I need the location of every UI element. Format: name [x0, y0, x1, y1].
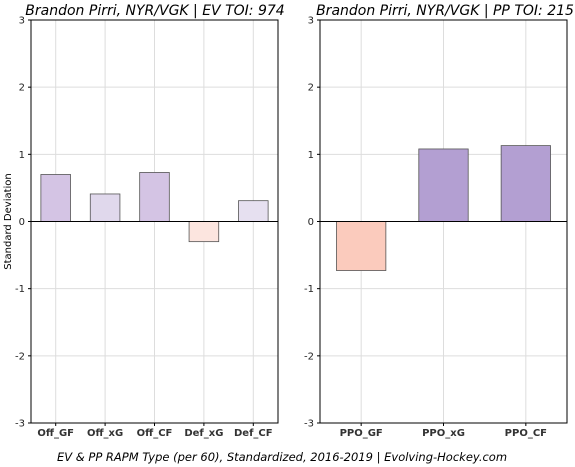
panel-title: Brandon Pirri, NYR/VGK | PP TOI: 215 [316, 3, 574, 19]
pp-panel: -3 -2 -1 0 1 2 3 PPO_GF PPO_xG PPO_CF Brandon Pirr… [304, 3, 574, 439]
y-tick-label: -1 [304, 284, 314, 295]
category-label: PPO_CF [505, 428, 547, 439]
ev-panel: -3 -2 -1 0 1 2 3 Off_GF Off_xG Off_CF Def_xG Def_CF… [3, 3, 285, 439]
category-label: Off_xG [87, 428, 123, 439]
bar-def-xg [188, 221, 220, 243]
bar-off-gf [40, 174, 71, 222]
y-tick-label: -1 [15, 284, 25, 295]
y-axis-label: Standard Deviation [3, 173, 14, 270]
panel-title: Brandon Pirri, NYR/VGK | EV TOI: 974 [25, 3, 284, 19]
bar-def-cf [238, 200, 269, 222]
category-label: Off_GF [37, 428, 74, 439]
category-label: Def_CF [234, 428, 273, 439]
y-tick-label: -3 [15, 419, 25, 430]
y-tick-label: 3 [308, 16, 314, 27]
category-label: PPO_xG [422, 428, 465, 439]
category-label: PPO_GF [340, 428, 383, 439]
y-tick-label: -3 [304, 419, 314, 430]
y-tick-label: -2 [304, 351, 314, 362]
bar-ppo-gf [336, 221, 387, 271]
chart-footer: EV & PP RAPM Type (per 60), Standardized… [57, 450, 507, 464]
y-tick-label: 1 [19, 150, 25, 161]
bar-ppo-cf [500, 145, 551, 222]
y-tick-label: 2 [19, 83, 25, 94]
bar-ppo-xg [418, 148, 469, 222]
y-tick-label: 1 [308, 150, 314, 161]
y-tick-label: 0 [19, 217, 25, 228]
bar-off-cf [139, 172, 170, 222]
y-tick-label: 3 [19, 16, 25, 27]
y-tick-label: 0 [308, 217, 314, 228]
bar-off-xg [89, 193, 121, 222]
y-tick-label: 2 [308, 83, 314, 94]
category-label: Off_CF [137, 428, 173, 439]
category-label: Def_xG [184, 428, 223, 439]
y-tick-label: -2 [15, 351, 25, 362]
